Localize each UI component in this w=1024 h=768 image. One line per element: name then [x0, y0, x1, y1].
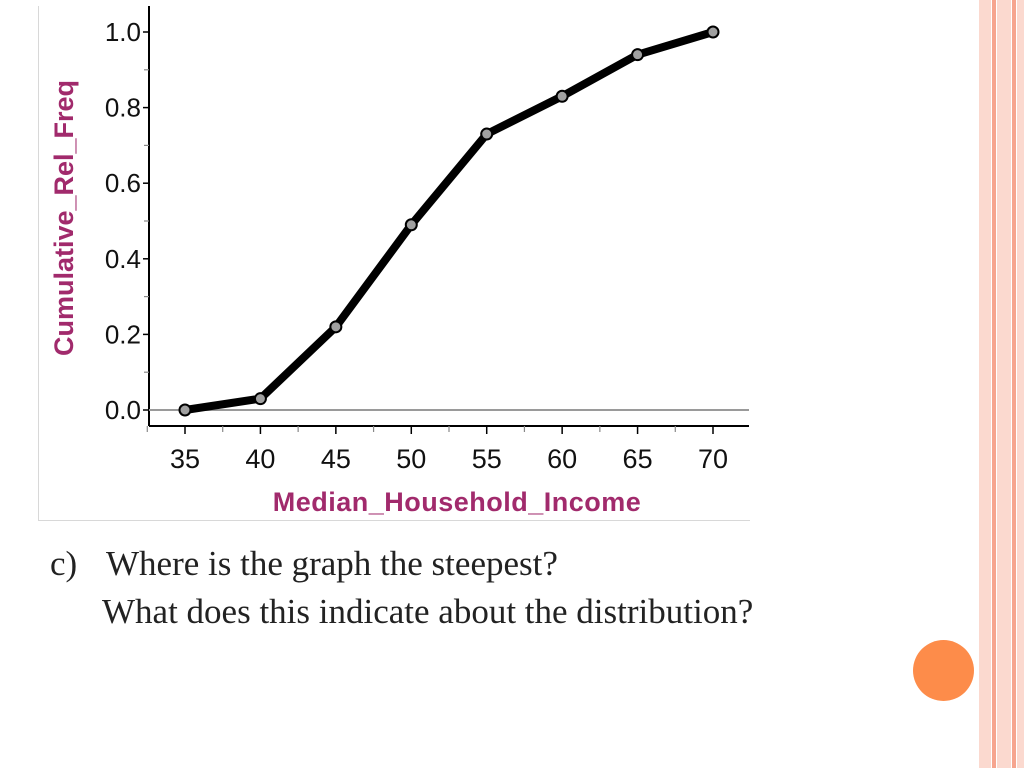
decor-stripe-4 — [1012, 0, 1016, 768]
x-tick-label: 70 — [698, 444, 728, 474]
data-point — [706, 25, 720, 39]
decor-stripe-1 — [979, 0, 991, 768]
question-text-1: Where is the graph the steepest? — [106, 544, 558, 583]
decor-stripe-2 — [992, 0, 996, 768]
data-point — [404, 218, 418, 232]
x-tick-label: 60 — [547, 444, 577, 474]
y-tick-label: 0.0 — [105, 395, 141, 425]
data-point — [555, 89, 569, 103]
x-tick-label: 35 — [170, 444, 200, 474]
data-point — [178, 403, 192, 417]
x-tick-label: 50 — [396, 444, 426, 474]
question-line-1: c) Where is the graph the steepest? — [50, 540, 558, 588]
y-tick-label: 1.0 — [105, 17, 141, 47]
orange-circle-decoration — [913, 640, 974, 701]
series-line — [181, 28, 717, 414]
x-tick-label: 40 — [245, 444, 275, 474]
y-tick-label: 0.8 — [105, 93, 141, 123]
cumulative-frequency-chart: 0.0 0.2 0.4 0.6 0.8 1.0 35 40 45 50 55 60 65 70 Median… — [49, 6, 749, 517]
y-tick-label: 0.6 — [105, 168, 141, 198]
question-line-2: What does this indicate about the distri… — [102, 592, 754, 631]
y-tick-label: 0.2 — [105, 319, 141, 349]
y-tick-label: 0.4 — [105, 244, 141, 274]
x-tick-label: 65 — [623, 444, 653, 474]
decor-stripe-5 — [1017, 0, 1024, 768]
data-point — [329, 320, 343, 334]
x-axis-label: Median_Household_Income — [273, 487, 642, 517]
data-point — [480, 127, 494, 141]
data-point — [253, 392, 267, 406]
data-point — [631, 48, 645, 62]
x-tick-label: 55 — [472, 444, 502, 474]
decor-stripe-3 — [997, 0, 1011, 768]
question-marker: c) — [50, 544, 78, 583]
y-axis-label: Cumulative_Rel_Freq — [49, 80, 79, 356]
chart-container: 0.0 0.2 0.4 0.6 0.8 1.0 35 40 45 50 55 60 65 70 Median… — [38, 6, 750, 521]
x-tick-label: 45 — [321, 444, 351, 474]
